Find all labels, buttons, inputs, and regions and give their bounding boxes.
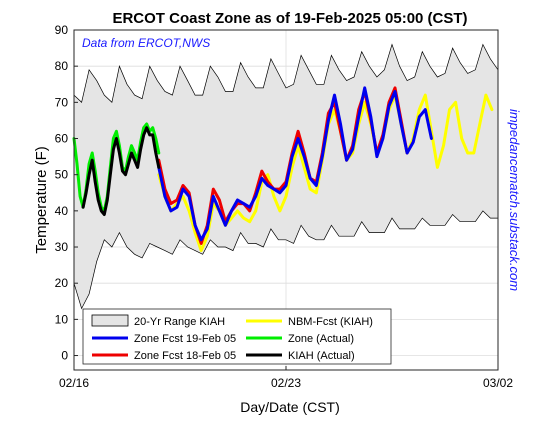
- series-group: [72, 86, 494, 253]
- y-tick-label-70: 70: [55, 95, 69, 109]
- y-axis-label: Temperature (F): [33, 146, 50, 254]
- y-tick-label-90: 90: [55, 23, 69, 37]
- y-axis-ticks: 0 10 20 30 40 50 60 70 80 90: [55, 23, 78, 363]
- x-tick-label-14: 03/02: [483, 376, 513, 390]
- legend-box: [82, 308, 392, 365]
- y-tick-label-80: 80: [55, 59, 69, 73]
- x-tick-label-0: 02/16: [59, 376, 89, 390]
- side-note: impedancematch.substack.com: [507, 109, 522, 291]
- x-axis-label: Day/Date (CST): [240, 399, 340, 415]
- legend-swatch-20-yr-range-kiah: [91, 314, 129, 327]
- legend-label-zone-actual: Zone (Actual): [288, 333, 354, 345]
- y-tick-label-30: 30: [55, 240, 69, 254]
- legend-label-nbm-fcst-kiah: NBM-Fcst (KIAH): [288, 316, 373, 328]
- y-tick-label-20: 20: [55, 276, 69, 290]
- legend-label-20-yr-range-kiah: 20-Yr Range KIAH: [134, 316, 225, 328]
- x-axis-ticks: 02/16 02/23 03/02: [59, 366, 513, 390]
- legend: 20-Yr Range KIAH NBM-Fcst (KIAH) Zone Fcst…: [82, 308, 392, 365]
- y-tick-label-50: 50: [55, 168, 69, 182]
- legend-label-zone-fcst-19-feb-05: Zone Fcst 19-Feb 05: [134, 333, 236, 345]
- y-tick-label-60: 60: [55, 132, 69, 146]
- series-line-kiah-actual: [81, 126, 161, 216]
- legend-label-kiah-actual: KIAH (Actual): [288, 350, 355, 362]
- y-tick-label-10: 10: [55, 312, 69, 326]
- legend-label-zone-fcst-18-feb-05: Zone Fcst 18-Feb 05: [134, 350, 236, 362]
- source-note: Data from ERCOT,NWS: [82, 36, 210, 50]
- x-tick-label-7: 02/23: [271, 376, 301, 390]
- chart-title: ERCOT Coast Zone as of 19-Feb-2025 05:00…: [112, 10, 467, 27]
- y-tick-label-0: 0: [61, 349, 68, 363]
- series-line-zone-fcst-19-feb-05: [157, 86, 433, 242]
- y-tick-label-40: 40: [55, 204, 69, 218]
